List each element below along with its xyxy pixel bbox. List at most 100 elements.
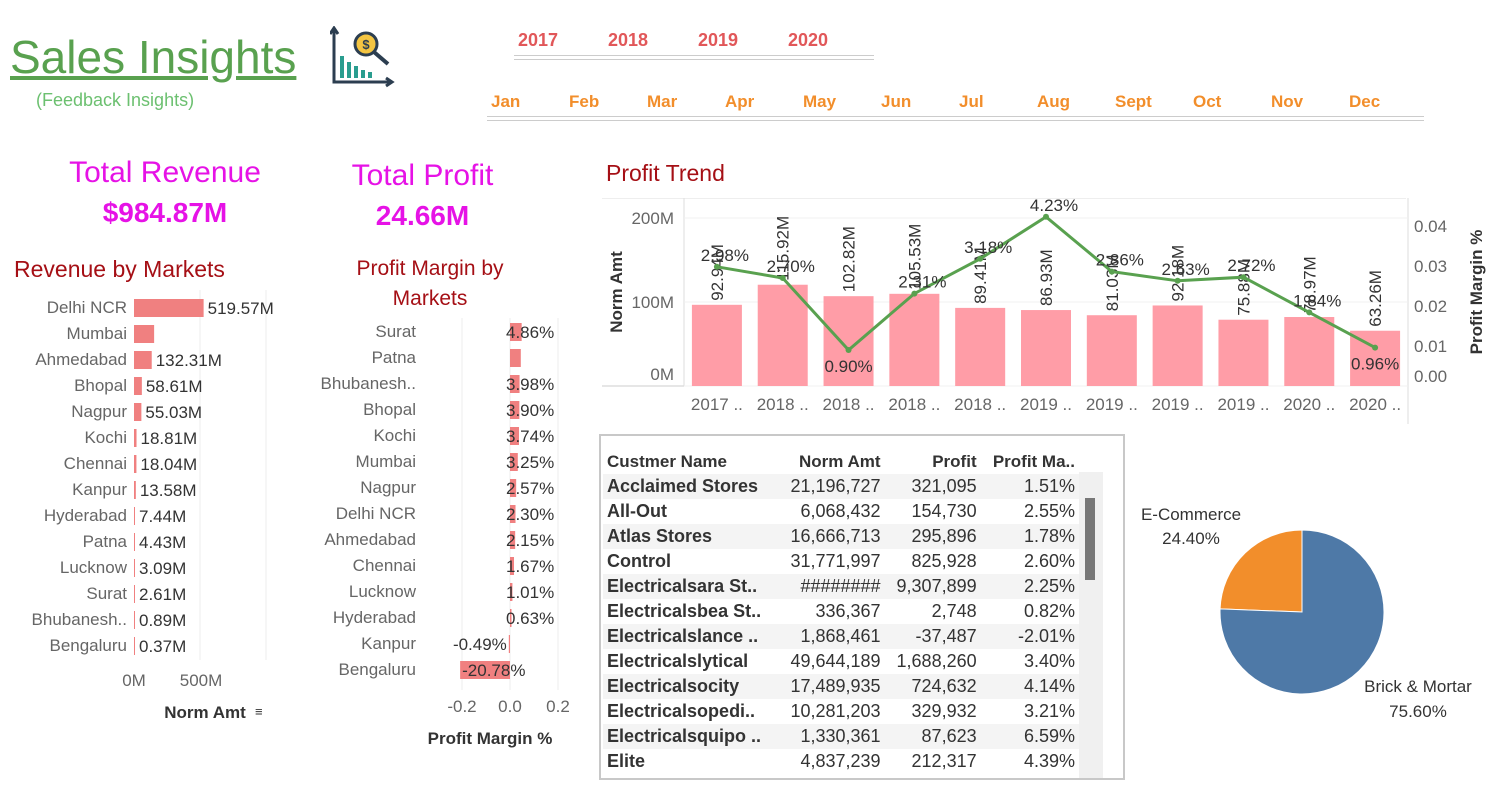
profit-margin-value-label: 1.67%: [506, 557, 554, 576]
revenue-value-label: 3.09M: [139, 559, 186, 578]
profit-margin-by-markets-chart: Surat 4.86% Patna Bhubanesh.. 3.98% Bhopal 3.9…: [321, 318, 570, 748]
market-label: Bhubanesh..: [32, 610, 127, 629]
table-row[interactable]: Electricalslytical 49,644,189 1,688,260 3.4…: [603, 649, 1079, 674]
month-filter-sept[interactable]: Sept: [1115, 92, 1152, 111]
market-label: Bengaluru: [338, 660, 416, 679]
month-filter-dec[interactable]: Dec: [1349, 92, 1381, 111]
month-filter-aug[interactable]: Aug: [1037, 92, 1071, 111]
table-cell: 2.60%: [1023, 551, 1075, 571]
channel-pie-chart: E-Commerce 24.40% Brick & Mortar 75.60%: [1141, 505, 1472, 721]
x-tick-label: 2018 ..: [757, 395, 809, 414]
table-cell: 825,928: [911, 551, 977, 571]
y-tick-label: 200M: [631, 209, 674, 228]
revenue-bar: [134, 299, 204, 317]
market-label: Surat: [375, 322, 416, 341]
revenue-bar: [134, 429, 137, 447]
column-header[interactable]: Profit: [932, 452, 977, 471]
y-tick-label: 100M: [631, 293, 674, 312]
table-cell: 4.39%: [1023, 751, 1075, 771]
table-row[interactable]: Atlas Stores 16,666,713 295,896 1.78%: [603, 524, 1079, 549]
profit-margin-bar: [510, 531, 516, 549]
norm-amt-bar: [1152, 305, 1203, 386]
month-filter-may[interactable]: May: [803, 92, 837, 111]
table-cell: 4.14%: [980, 674, 1079, 699]
month-filter-nov[interactable]: Nov: [1271, 92, 1304, 111]
table-cell: 212,317: [911, 751, 977, 771]
market-label: Patna: [372, 348, 417, 367]
x-axis-label: Profit Margin %: [428, 729, 553, 748]
revenue-value-label: 4.43M: [139, 533, 186, 552]
profit-margin-point: [977, 255, 984, 262]
table-cell: 154,730: [911, 501, 977, 521]
column-header[interactable]: Custmer Name: [607, 452, 727, 471]
x-tick-label: 500M: [180, 671, 223, 690]
market-label: Bhopal: [363, 400, 416, 419]
profit-margin-point: [1108, 268, 1115, 275]
table-cell: -2.01%: [980, 624, 1079, 649]
month-filter-jan[interactable]: Jan: [491, 92, 521, 111]
table-scrollbar-track[interactable]: [1079, 472, 1103, 778]
market-label: Bhubanesh..: [321, 374, 416, 393]
norm-amt-label: 105.53M: [905, 224, 924, 290]
profit-margin-bar: [510, 375, 520, 393]
table-cell: Acclaimed Stores: [603, 474, 778, 499]
profit-margin-value-label: 2.57%: [506, 479, 554, 498]
table-cell: 329,932: [911, 701, 977, 721]
table-row[interactable]: All-Out 6,068,432 154,730 2.55%: [603, 499, 1079, 524]
norm-amt-bar: [823, 296, 874, 386]
table-row[interactable]: Electricalsara St.. ######## 9,307,899 2.25…: [603, 574, 1079, 599]
profit-margin-label: 3.18%: [964, 238, 1012, 257]
pie-slice: [1219, 529, 1303, 613]
table-cell: 49,644,189: [790, 651, 881, 671]
profit-margin-label: 2.70%: [767, 257, 815, 276]
norm-amt-label: 86.93M: [1037, 249, 1056, 306]
column-header[interactable]: Norm Amt: [798, 452, 881, 471]
table-cell: 1,330,361: [777, 724, 885, 749]
profit-margin-bar: [510, 453, 518, 471]
profit-margin-label: 2.98%: [701, 246, 749, 265]
x-tick-label: 0.2: [546, 697, 570, 716]
profit-margin-label: 2.63%: [1162, 260, 1210, 279]
table-row[interactable]: Electricalsopedi.. 10,281,203 329,932 3.21%: [603, 699, 1079, 724]
profit-margin-point: [845, 347, 852, 353]
year-filter-2017[interactable]: 2017: [518, 30, 559, 50]
year-filter-2020[interactable]: 2020: [788, 30, 829, 50]
table-row[interactable]: Elite 4,837,239 212,317 4.39%: [603, 749, 1079, 774]
revenue-value-label: 18.04M: [140, 455, 197, 474]
profit-margin-value-label: -0.49%: [453, 635, 507, 654]
column-header[interactable]: Profit Ma..: [992, 452, 1075, 471]
table-cell: 3.40%: [1023, 651, 1075, 671]
profit-margin-value-label: 4.86%: [506, 323, 554, 342]
month-filter-divider: [487, 120, 1424, 121]
profit-margin-label: 2.31%: [898, 273, 946, 292]
norm-amt-label: 115.92M: [774, 216, 793, 281]
table-cell: 3.21%: [1023, 701, 1075, 721]
month-filter-jun[interactable]: Jun: [881, 92, 912, 111]
table-row[interactable]: Electricalsbea St.. 336,367 2,748 0.82%: [603, 599, 1079, 624]
table-row[interactable]: Control 31,771,997 825,928 2.60%: [603, 549, 1079, 574]
x-tick-label: 0.0: [498, 697, 522, 716]
table-cell: -37,487: [884, 624, 981, 649]
month-filter-jul[interactable]: Jul: [959, 92, 984, 111]
month-filter-apr[interactable]: Apr: [725, 92, 755, 111]
table-cell: Electricalslance ..: [603, 624, 778, 649]
year-filter-2018[interactable]: 2018: [608, 30, 649, 50]
year-filter-2019[interactable]: 2019: [698, 30, 739, 50]
revenue-value-label: 0.37M: [139, 637, 186, 656]
norm-amt-label: 92.18M: [1169, 245, 1188, 302]
profit-margin-by-markets-title: Profit Margin by Markets: [356, 257, 504, 310]
table-scrollbar-thumb[interactable]: [1085, 498, 1095, 580]
table-row[interactable]: Electricalsocity 17,489,935 724,632 4.14%: [603, 674, 1079, 699]
norm-amt-bar: [1086, 315, 1137, 386]
month-filter-feb[interactable]: Feb: [569, 92, 600, 111]
profit-margin-label: 4.23%: [1030, 198, 1078, 215]
table-row[interactable]: Electricalslance .. 1,868,461 -37,487 -2.01…: [603, 624, 1079, 649]
table-row[interactable]: Acclaimed Stores 21,196,727 321,095 1.51%: [603, 474, 1079, 499]
month-filter-oct[interactable]: Oct: [1193, 92, 1222, 111]
month-filter-mar[interactable]: Mar: [647, 92, 678, 111]
table-cell: 2,748: [931, 601, 977, 621]
market-label: Nagpur: [71, 402, 127, 421]
table-row[interactable]: Electricalsquipo .. 1,330,361 87,623 6.59%: [603, 724, 1079, 749]
profit-margin-point: [779, 275, 786, 281]
revenue-by-markets-title: Revenue by Markets: [14, 256, 225, 282]
